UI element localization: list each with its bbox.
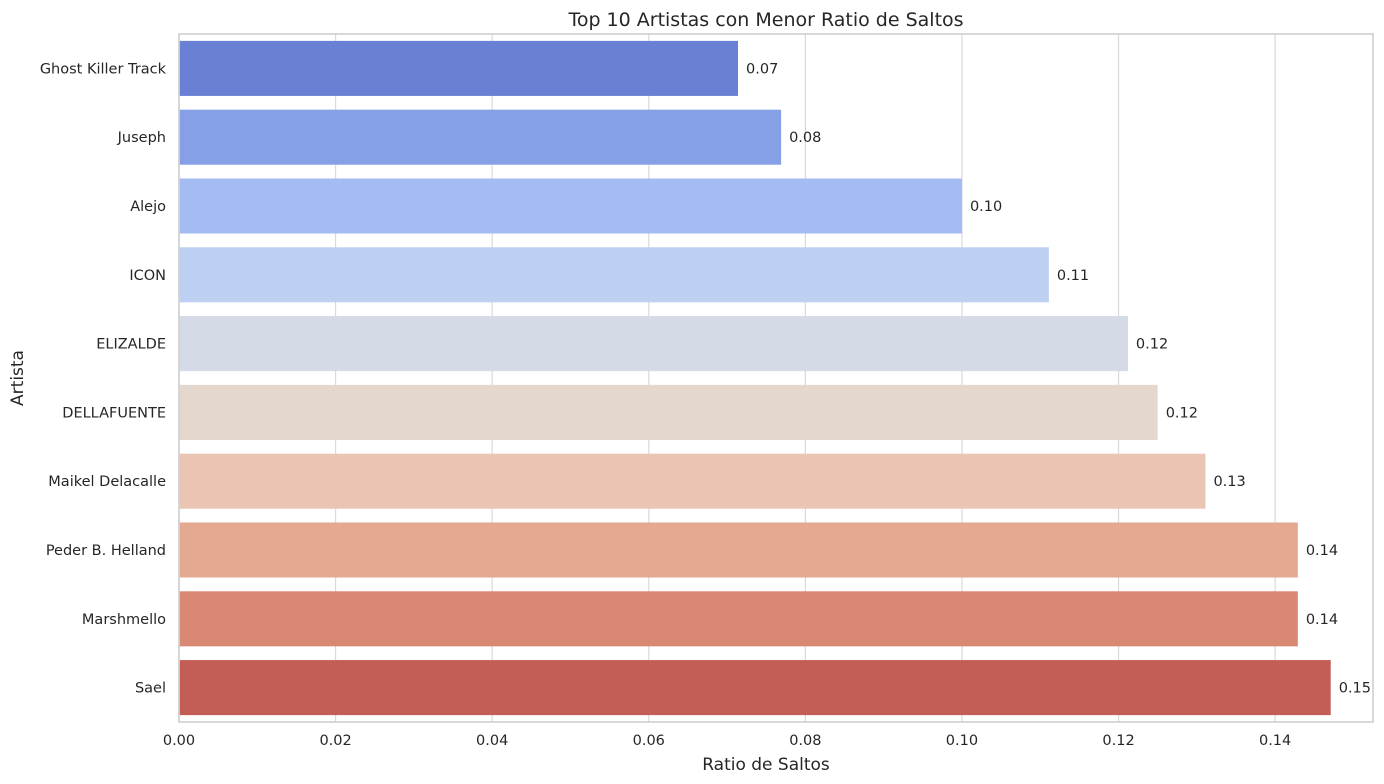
bar: [179, 109, 782, 165]
y-tick-label: DELLAFUENTE: [62, 405, 166, 421]
bar-value-label: 0.14: [1306, 543, 1338, 559]
bar: [179, 453, 1206, 509]
bar: [179, 40, 739, 96]
plot-frame: [178, 33, 1374, 723]
y-tick-label: Maikel Delacalle: [48, 474, 166, 490]
bar-value-label: 0.14: [1306, 612, 1338, 628]
y-tick-label: Alejo: [130, 199, 166, 215]
y-tick-label: ELIZALDE: [96, 337, 166, 353]
y-axis-ticks: Ghost Killer Track Juseph Alejo ICON ELIZALD…: [40, 61, 167, 696]
x-tick-label: 0.06: [633, 733, 665, 749]
x-axis-ticks: 0.00 0.02 0.04 0.06 0.08 0.10 0.12 0.14: [163, 733, 1291, 749]
bar: [179, 247, 1049, 303]
bar-value-label: 0.11: [1057, 268, 1089, 284]
x-tick-label: 0.04: [476, 733, 508, 749]
bar: [179, 522, 1298, 578]
x-tick-label: 0.08: [789, 733, 821, 749]
x-tick-label: 0.02: [319, 733, 351, 749]
bar-value-label: 0.13: [1213, 474, 1245, 490]
y-tick-label: Juseph: [117, 130, 166, 146]
y-tick-label: Sael: [135, 681, 166, 697]
bar-value-label: 0.10: [970, 199, 1002, 215]
y-tick-label: Ghost Killer Track: [40, 61, 167, 77]
bar-value-label: 0.12: [1166, 405, 1198, 421]
x-tick-label: 0.10: [946, 733, 978, 749]
bar: [179, 660, 1331, 716]
bar: [179, 316, 1128, 372]
y-tick-label: Peder B. Helland: [46, 543, 166, 559]
y-tick-label: Marshmello: [82, 612, 166, 628]
bar: [179, 591, 1298, 647]
bars: [179, 40, 1331, 716]
x-tick-label: 0.14: [1259, 733, 1291, 749]
bar-value-label: 0.12: [1136, 337, 1168, 353]
bar: [179, 178, 962, 234]
x-tick-label: 0.12: [1102, 733, 1134, 749]
bar-value-label: 0.07: [746, 61, 778, 77]
chart-title: Top 10 Artistas con Menor Ratio de Salto…: [567, 9, 963, 31]
data-labels: 0.07 0.08 0.10 0.11 0.12 0.12 0.13 0.14 0.14 0.15: [746, 61, 1371, 696]
x-tick-label: 0.00: [163, 733, 195, 749]
y-tick-label: ICON: [129, 268, 166, 284]
x-axis-label: Ratio de Saltos: [702, 755, 830, 775]
bar-value-label: 0.08: [789, 130, 821, 146]
bar: [179, 384, 1158, 440]
bar-value-label: 0.15: [1339, 681, 1371, 697]
y-axis-label: Artista: [8, 350, 28, 406]
